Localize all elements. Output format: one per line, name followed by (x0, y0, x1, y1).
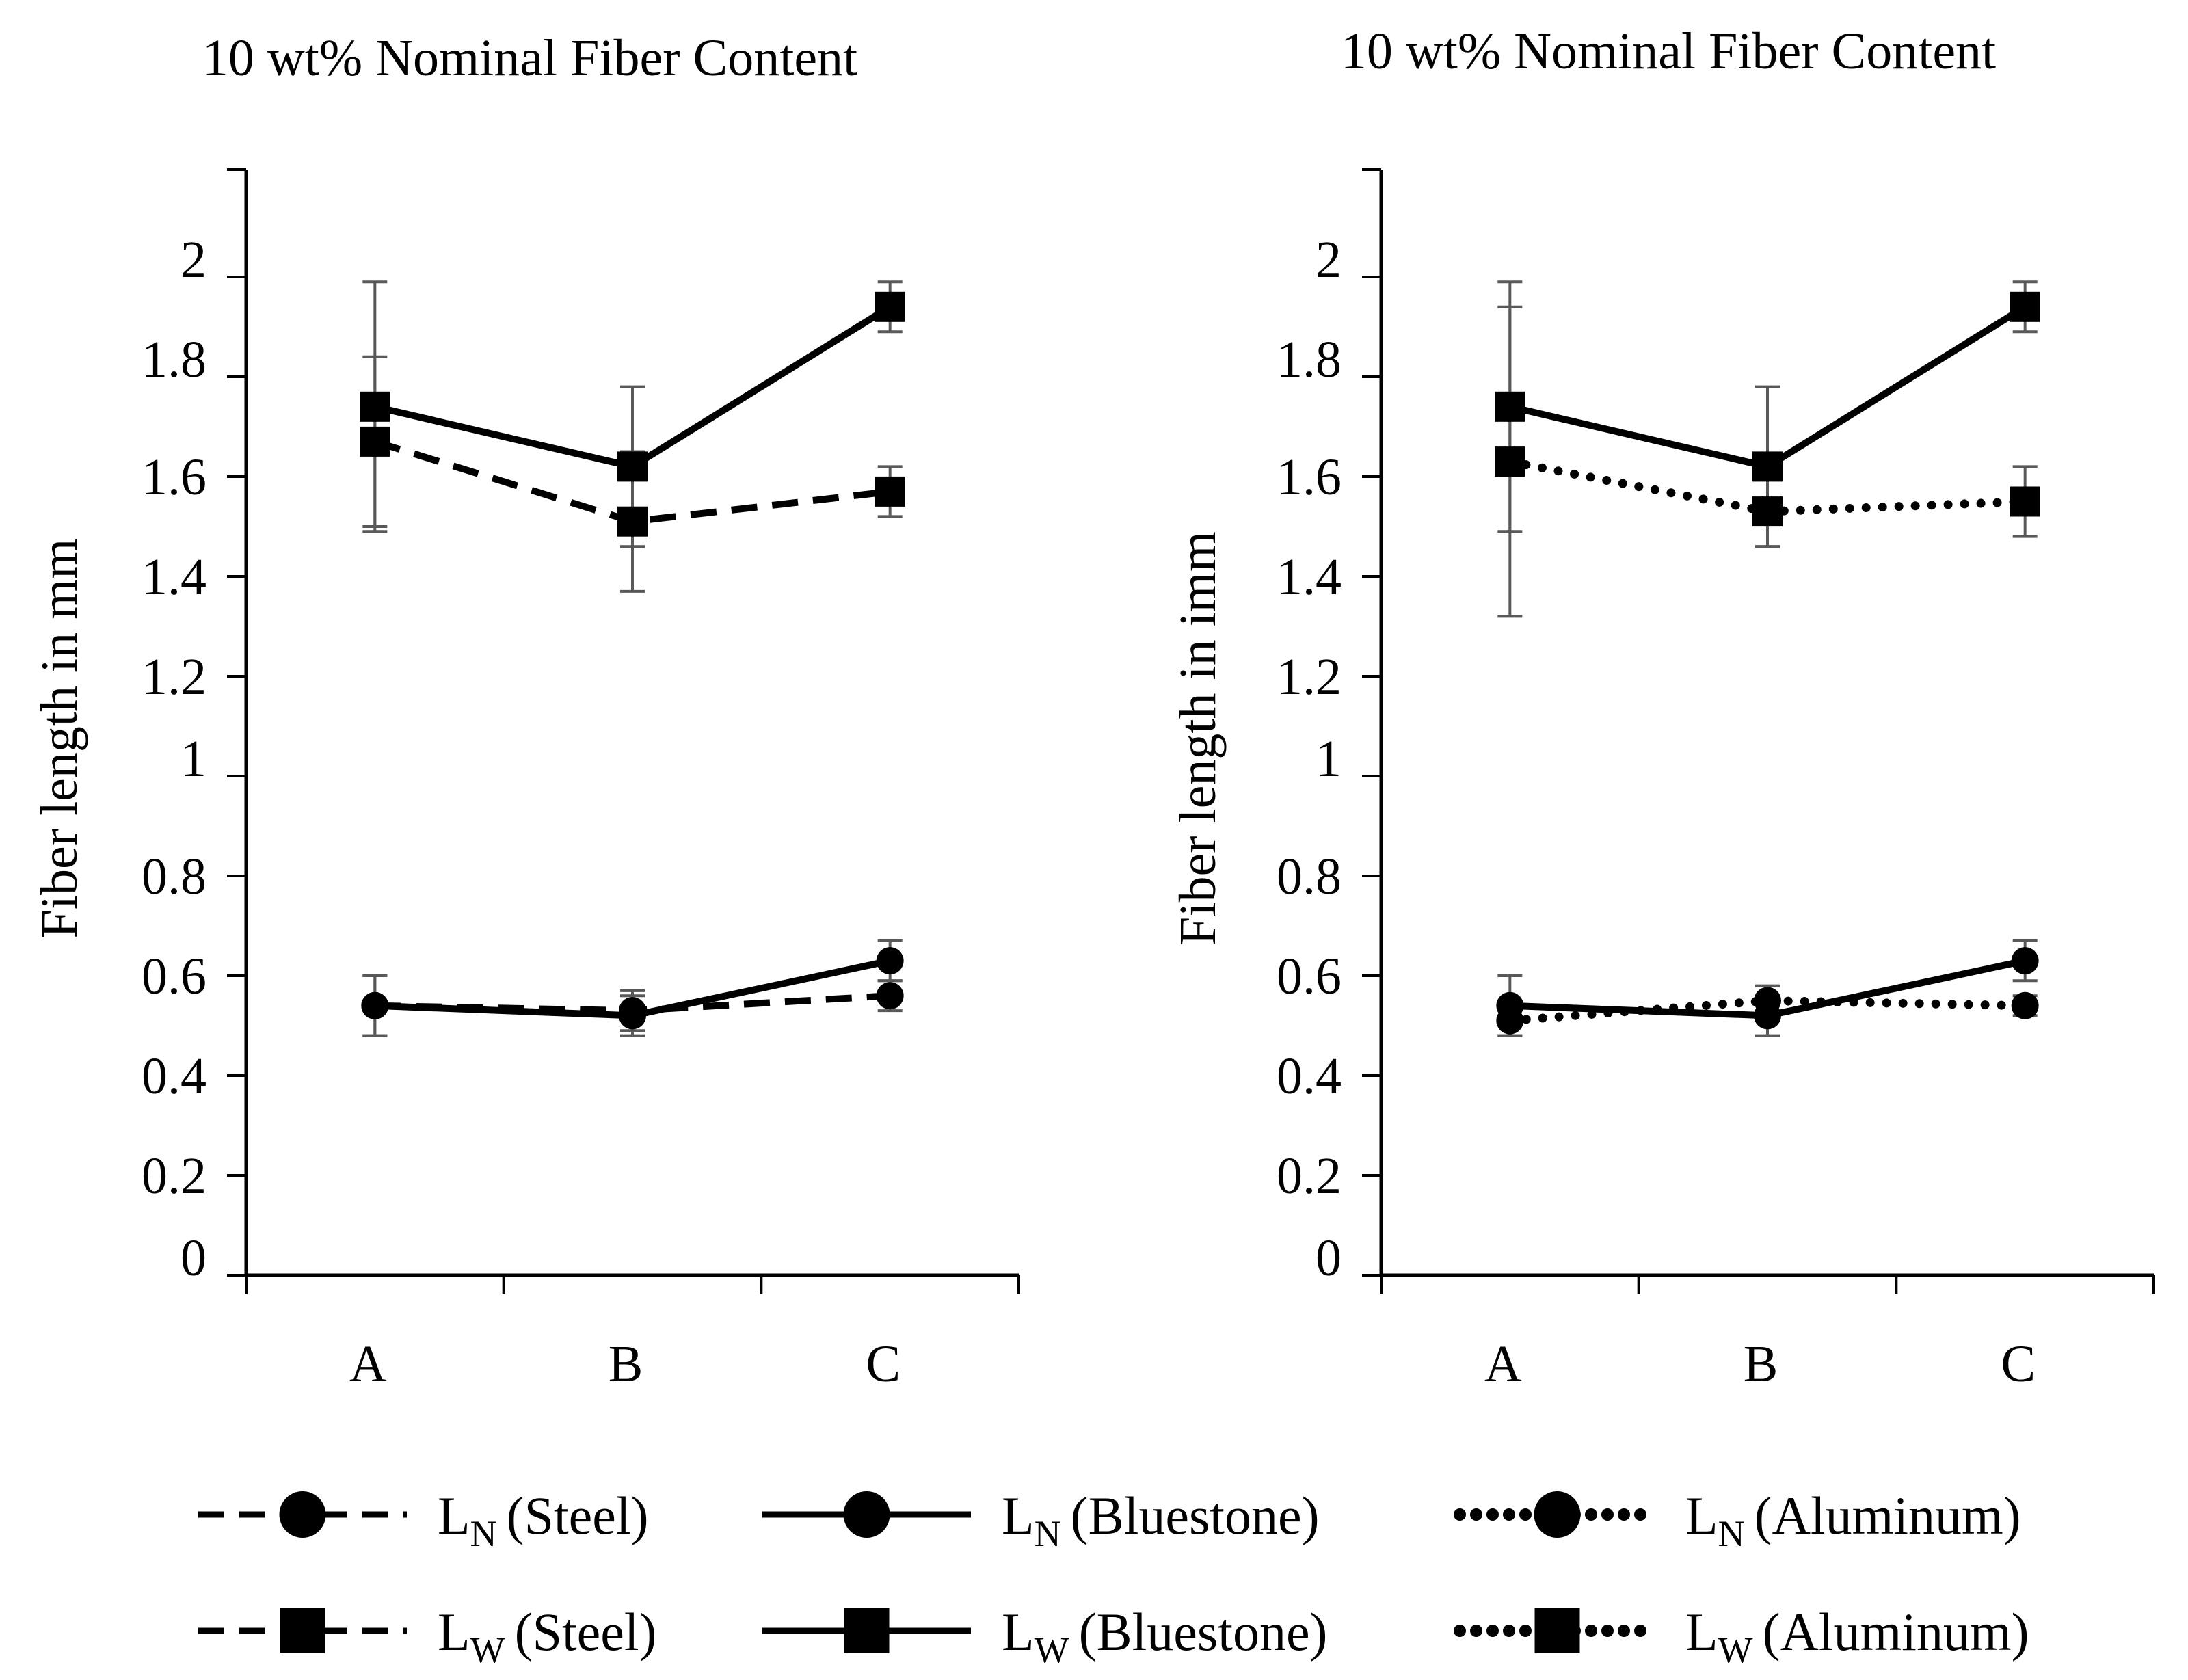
y-tick-label: 0 (1316, 1229, 1342, 1287)
legend-label: LW (Bluestone) (1002, 1602, 1328, 1670)
legend: LN (Steel) LN (Bluestone) LN (Aluminum)LW (Ste… (198, 1486, 2029, 1670)
data-point-circle (361, 991, 389, 1019)
y-tick-label: 1.6 (1277, 449, 1342, 506)
legend-label: LN (Steel) (438, 1486, 649, 1554)
legend-material: (Aluminum) (1763, 1602, 2029, 1662)
legend-marker-square (280, 1608, 325, 1653)
legend-subscript: N (1718, 1513, 1745, 1554)
legend-material: (Steel) (515, 1602, 657, 1662)
data-point-square (1495, 391, 1525, 422)
y-tick-label: 0.6 (1277, 948, 1342, 1005)
legend-symbol: L (438, 1486, 470, 1545)
y-tick-label: 1.6 (142, 449, 206, 506)
legend-symbol: L (1685, 1486, 1718, 1545)
legend-marker-square (1534, 1608, 1580, 1653)
y-tick-label: 0.6 (142, 948, 206, 1005)
chart-panel-left: 10 wt% Nominal Fiber Content 0 0.2 0.4 0.6 0.… (31, 29, 1020, 1393)
data-point-square (617, 506, 648, 537)
data-point-circle (2011, 947, 2039, 975)
legend-symbol: L (438, 1602, 470, 1662)
y-axis-label: Fiber length in mm (31, 539, 88, 939)
y-tick-label: 1.2 (142, 648, 206, 706)
data-point-circle (876, 947, 904, 975)
legend-label: LN (Aluminum) (1685, 1486, 2021, 1554)
data-point-square (1752, 496, 1783, 527)
data-point-circle (2011, 991, 2039, 1019)
data-point-square (875, 476, 905, 507)
x-category-label: B (1744, 1335, 1778, 1393)
x-category-label: A (1484, 1335, 1522, 1393)
y-tick-label: 0.4 (1277, 1048, 1342, 1105)
legend-subscript: W (470, 1629, 505, 1670)
legend-symbol: L (1002, 1486, 1035, 1545)
data-point-square (360, 426, 390, 457)
data-point-square (875, 291, 905, 322)
x-category-label: C (2001, 1335, 2036, 1393)
legend-material: (Bluestone) (1071, 1486, 1320, 1545)
data-point-circle (1496, 991, 1524, 1019)
data-point-square (617, 451, 648, 482)
legend-marker-circle (279, 1491, 326, 1538)
data-point-square (1495, 446, 1525, 477)
legend-subscript: W (1718, 1629, 1753, 1670)
y-tick-label: 1.8 (1277, 331, 1342, 388)
y-tick-label: 0.4 (142, 1048, 206, 1105)
legend-label: LN (Bluestone) (1002, 1486, 1320, 1554)
y-tick-label: 0.8 (1277, 848, 1342, 905)
legend-subscript: W (1035, 1629, 1069, 1670)
data-point-square (360, 391, 390, 422)
legend-label: LW (Aluminum) (1685, 1602, 2029, 1670)
x-category-label: B (609, 1335, 643, 1393)
legend-label: LW (Steel) (438, 1602, 657, 1670)
legend-subscript: N (470, 1513, 497, 1554)
y-tick-label: 1.2 (1277, 648, 1342, 706)
y-tick-label: 2 (1316, 231, 1342, 289)
x-category-label: A (349, 1335, 387, 1393)
chart-title: 10 wt% Nominal Fiber Content (202, 29, 857, 87)
x-category-label: C (866, 1335, 900, 1393)
y-tick-label: 1.8 (142, 331, 206, 388)
legend-symbol: L (1685, 1602, 1718, 1662)
data-point-square (1752, 451, 1783, 482)
y-tick-label: 1.4 (142, 548, 206, 606)
y-tick-label: 1 (1316, 730, 1342, 788)
legend-marker-circle (843, 1491, 890, 1538)
y-tick-label: 1.4 (1277, 548, 1342, 606)
data-point-circle (619, 1002, 646, 1030)
y-tick-label: 1 (181, 730, 206, 788)
chart-title: 10 wt% Nominal Fiber Content (1341, 23, 1996, 80)
y-tick-label: 0.2 (1277, 1147, 1342, 1205)
data-point-circle (1754, 1002, 1781, 1030)
data-point-square (2010, 486, 2040, 517)
legend-material: (Bluestone) (1079, 1602, 1328, 1662)
y-tick-label: 0 (181, 1229, 206, 1287)
legend-material: (Steel) (507, 1486, 649, 1545)
legend-material: (Aluminum) (1755, 1486, 2021, 1545)
data-point-square (2010, 291, 2040, 322)
y-axis-label: Fiber length in imm (1169, 531, 1227, 946)
legend-marker-square (844, 1608, 890, 1653)
legend-subscript: N (1035, 1513, 1061, 1554)
y-tick-label: 0.2 (142, 1147, 206, 1205)
legend-marker-circle (1534, 1491, 1581, 1538)
data-point-circle (876, 982, 904, 1010)
legend-symbol: L (1002, 1602, 1035, 1662)
y-tick-label: 0.8 (142, 848, 206, 905)
chart-panel-right: 10 wt% Nominal Fiber Content 0 0.2 0.4 0.6 0.… (1169, 23, 2155, 1393)
y-tick-label: 2 (181, 231, 206, 289)
